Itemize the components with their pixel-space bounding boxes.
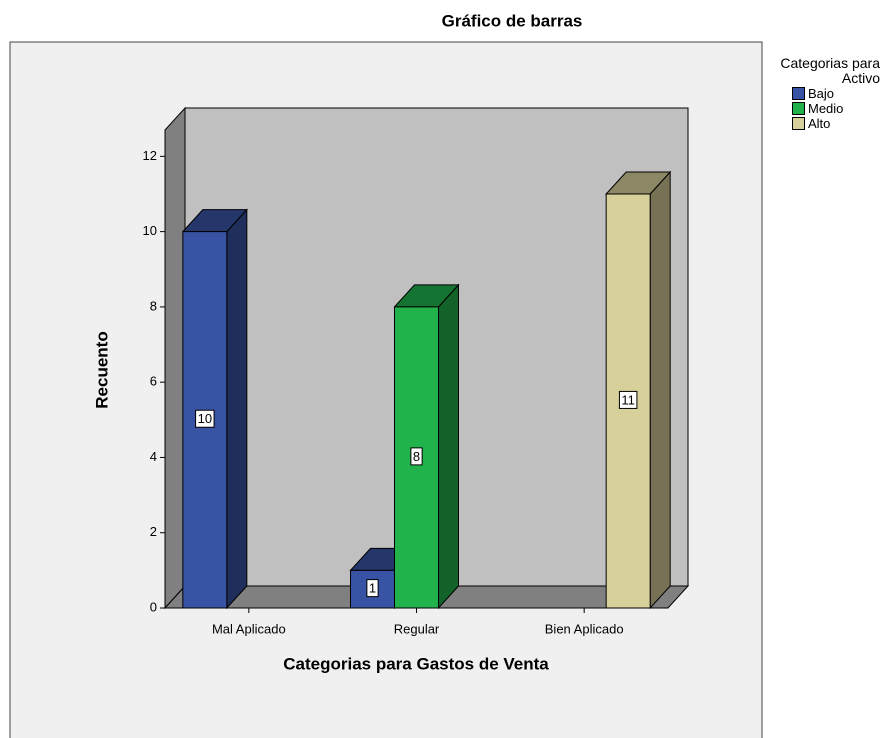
x-tick-label: Regular — [394, 621, 440, 636]
legend-label: Medio — [808, 101, 844, 116]
y-tick-label: 12 — [143, 148, 157, 163]
legend-item: Medio — [792, 101, 880, 116]
data-label: 8 — [413, 449, 420, 464]
bar-side — [438, 283, 459, 610]
data-label: 1 — [369, 581, 376, 596]
legend: Categorias para Activo Bajo Medio Alto — [764, 55, 880, 132]
y-tick-label: 4 — [150, 449, 157, 464]
data-label: 11 — [621, 392, 635, 407]
y-tick-label: 8 — [150, 298, 157, 313]
side-wall — [164, 106, 186, 610]
legend-swatch — [792, 87, 805, 100]
bar-side — [649, 170, 671, 610]
bar — [605, 170, 672, 610]
legend-label: Alto — [808, 116, 831, 131]
x-tick-label: Bien Aplicado — [545, 621, 624, 636]
y-axis-label: Recuento — [92, 331, 111, 408]
data-label: 10 — [198, 411, 212, 426]
data-label-box — [618, 390, 638, 409]
legend-label: Bajo — [808, 86, 835, 101]
data-label-box — [195, 409, 215, 428]
chart-title: Gráfico de barras — [442, 11, 583, 30]
legend-title: Categorias para Activo — [780, 55, 880, 86]
x-tick-label: Mal Aplicado — [212, 621, 286, 636]
x-axis-label: Categorias para Gastos de Venta — [283, 654, 549, 673]
legend-item: Bajo — [792, 86, 880, 101]
y-tick-label: 10 — [143, 223, 157, 238]
y-tick-label: 0 — [150, 599, 157, 614]
bar — [181, 208, 248, 610]
data-label-box — [366, 579, 379, 598]
y-tick-label: 6 — [150, 374, 157, 389]
legend-swatch — [792, 102, 805, 115]
y-tick-label: 2 — [150, 524, 157, 539]
legend-swatch — [792, 117, 805, 130]
bar-side — [226, 208, 248, 610]
bar — [393, 283, 460, 610]
legend-item: Alto — [792, 116, 880, 131]
plot-area: 0 2 4 6 8 10 12 Mal Aplicado Regular Bien Aplicad… — [143, 106, 690, 636]
legend-items: Bajo Medio Alto — [764, 86, 880, 131]
data-label-box — [410, 447, 423, 466]
